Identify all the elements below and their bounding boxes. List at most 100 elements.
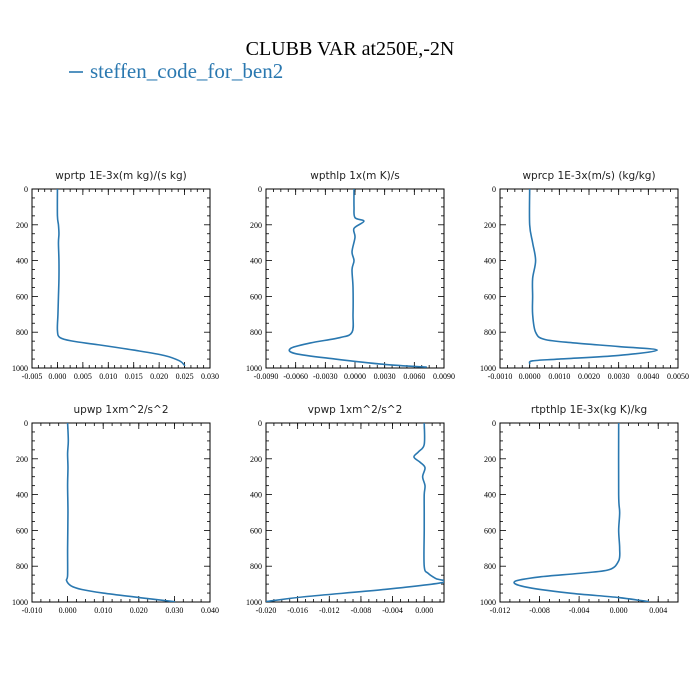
subplot-title: wpthlp 1x(m K)/s	[310, 170, 400, 182]
series-line	[65, 423, 176, 602]
y-tick-label: 600	[16, 292, 28, 301]
x-tick-label: -0.0060	[283, 372, 308, 381]
y-tick-label: 800	[16, 328, 28, 337]
y-tick-label: 800	[484, 328, 496, 337]
subplot-4: upwp 1xm^2/s^2 -0.010 0.000 0.010 0.020 0.030…	[12, 404, 219, 615]
x-tick-label: -0.020	[256, 606, 277, 615]
x-tick-label: 0.010	[94, 606, 112, 615]
legend: steffen_code_for_ben2	[69, 59, 283, 83]
x-tick-label: 0.015	[125, 372, 143, 381]
x-tick-label: -0.004	[382, 606, 403, 615]
plot-frame	[265, 422, 445, 603]
x-tick-label: 0.004	[649, 606, 667, 615]
series-line	[288, 189, 427, 368]
x-tick-label: -0.0090	[254, 372, 279, 381]
y-tick-label: 600	[484, 526, 496, 535]
y-tick-label: 1000	[12, 364, 28, 373]
x-tick-label: 0.020	[130, 606, 148, 615]
y-tick-label: 200	[484, 455, 496, 464]
y-tick-label: 200	[250, 455, 262, 464]
x-tick-label: 0.000	[610, 606, 628, 615]
subplot-title: upwp 1xm^2/s^2	[74, 404, 169, 416]
y-tick-label: 400	[484, 491, 496, 500]
subplot-title: wprtp 1E-3x(m kg)/(s kg)	[55, 170, 186, 182]
series-line	[513, 423, 650, 602]
x-tick-label: 0.0000	[344, 372, 366, 381]
x-tick-label: -0.005	[22, 372, 43, 381]
y-tick-label: 1000	[480, 598, 496, 607]
y-tick-label: 600	[250, 292, 262, 301]
subplot-grid: wprtp 1E-3x(m kg)/(s kg) -0.005 0.000 0.005…	[12, 170, 689, 615]
y-tick-label: 1000	[246, 598, 262, 607]
y-tick-label: 0	[24, 419, 28, 428]
x-tick-label: 0.0040	[637, 372, 659, 381]
x-tick-label: -0.010	[22, 606, 43, 615]
x-tick-label: 0.020	[150, 372, 168, 381]
x-tick-label: -0.008	[351, 606, 372, 615]
x-tick-label: 0.000	[48, 372, 66, 381]
subplot-1: wprtp 1E-3x(m kg)/(s kg) -0.005 0.000 0.005…	[12, 170, 219, 381]
x-tick-label: -0.016	[287, 606, 308, 615]
subplot-title: wprcp 1E-3x(m/s) (kg/kg)	[522, 170, 655, 182]
x-tick-label: 0.025	[176, 372, 194, 381]
y-tick-label: 400	[250, 257, 262, 266]
y-tick-label: 800	[250, 562, 262, 571]
y-tick-label: 1000	[12, 598, 28, 607]
x-tick-label: 0.0010	[548, 372, 570, 381]
x-tick-label: 0.0000	[519, 372, 541, 381]
y-tick-label: 200	[250, 221, 262, 230]
x-tick-label: -0.008	[529, 606, 550, 615]
x-tick-label: 0.030	[201, 372, 219, 381]
plot-frame	[31, 422, 211, 603]
y-tick-label: 400	[250, 491, 262, 500]
legend-label: steffen_code_for_ben2	[90, 59, 283, 83]
y-tick-label: 800	[16, 562, 28, 571]
plot-frame	[499, 188, 679, 369]
y-tick-label: 0	[492, 185, 496, 194]
subplot-2: wpthlp 1x(m K)/s -0.0090 -0.0060 -0.0030 0.0…	[246, 170, 455, 381]
x-tick-label: 0.0020	[578, 372, 600, 381]
x-tick-label: 0.0030	[608, 372, 630, 381]
plot-frame	[499, 422, 679, 603]
y-tick-label: 1000	[480, 364, 496, 373]
x-tick-label: 0.005	[74, 372, 92, 381]
x-tick-label: 0.000	[59, 606, 77, 615]
y-tick-label: 600	[484, 292, 496, 301]
y-tick-label: 0	[258, 185, 262, 194]
x-tick-label: 0.0030	[374, 372, 396, 381]
subplot-3: wprcp 1E-3x(m/s) (kg/kg) -0.0010 0.0000 0.0…	[480, 170, 689, 381]
x-tick-label: 0.000	[415, 606, 433, 615]
subplot-5: vpwp 1xm^2/s^2 -0.020 -0.016 -0.012 -0.008 -0…	[246, 404, 445, 615]
y-tick-label: 600	[250, 526, 262, 535]
series-line	[528, 189, 659, 365]
x-tick-label: -0.004	[569, 606, 590, 615]
x-tick-label: 0.040	[201, 606, 219, 615]
y-tick-label: 400	[16, 257, 28, 266]
x-tick-label: 0.030	[165, 606, 183, 615]
y-tick-label: 0	[24, 185, 28, 194]
y-tick-label: 800	[484, 562, 496, 571]
series-line	[266, 423, 444, 602]
y-tick-label: 800	[250, 328, 262, 337]
figure-title: CLUBB VAR at250E,-2N	[246, 38, 455, 60]
x-tick-label: -0.012	[319, 606, 340, 615]
x-tick-label: -0.012	[490, 606, 511, 615]
x-tick-label: 0.0090	[433, 372, 455, 381]
x-tick-label: 0.0050	[667, 372, 689, 381]
y-tick-label: 0	[492, 419, 496, 428]
y-tick-label: 1000	[246, 364, 262, 373]
subplot-title: rtpthlp 1E-3x(kg K)/kg	[531, 404, 647, 416]
y-tick-label: 0	[258, 419, 262, 428]
subplot-6: rtpthlp 1E-3x(kg K)/kg -0.012 -0.008 -0.004…	[480, 404, 679, 615]
x-tick-label: -0.0030	[313, 372, 338, 381]
y-tick-label: 600	[16, 526, 28, 535]
y-tick-label: 200	[16, 221, 28, 230]
series-line	[56, 189, 186, 367]
y-tick-label: 400	[16, 491, 28, 500]
x-tick-label: -0.0010	[488, 372, 513, 381]
y-tick-label: 200	[16, 455, 28, 464]
y-tick-label: 400	[484, 257, 496, 266]
y-tick-label: 200	[484, 221, 496, 230]
x-tick-label: 0.0060	[403, 372, 425, 381]
